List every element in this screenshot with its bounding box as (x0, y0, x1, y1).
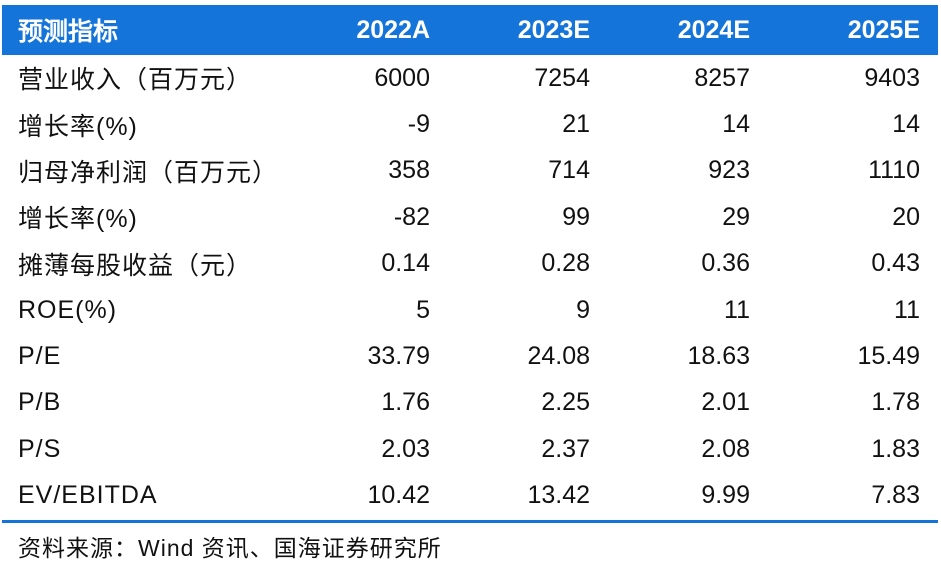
table-row: P/B 1.76 2.25 2.01 1.78 (2, 380, 938, 426)
cell-value: 358 (388, 156, 430, 185)
cell-value: 2.08 (701, 434, 750, 463)
cell-value: 9 (576, 295, 590, 324)
cell-value: 21 (562, 110, 590, 139)
cell-value: -82 (393, 202, 430, 231)
cell-value: 99 (562, 202, 590, 231)
source-note: 资料来源：Wind 资讯、国海证券研究所 (18, 535, 442, 561)
cell-value: 7254 (534, 63, 590, 92)
cell-value: 29 (722, 202, 750, 231)
forecast-table: 预测指标 2022A 2023E 2024E 2025E 营业收入（百万元） 6… (2, 5, 938, 519)
row-label: 摊薄每股收益（元） (18, 251, 253, 280)
cell-value: 923 (708, 156, 750, 185)
row-label: P/B (18, 388, 62, 417)
cell-value: 714 (548, 156, 590, 185)
cell-value: 20 (892, 202, 920, 231)
cell-value: 0.14 (381, 249, 430, 278)
cell-value: 1.83 (871, 434, 920, 463)
cell-value: 9403 (864, 63, 920, 92)
table-header-row: 预测指标 2022A 2023E 2024E 2025E (2, 5, 938, 55)
header-year-2023e: 2023E (517, 15, 590, 44)
row-label: 增长率(%) (18, 112, 138, 141)
table-bottom-rule (2, 520, 938, 523)
cell-value: 9.99 (701, 481, 750, 510)
cell-value: 2.37 (541, 434, 590, 463)
cell-value: 14 (892, 110, 920, 139)
row-label: 增长率(%) (18, 205, 138, 234)
header-year-2025e: 2025E (847, 15, 920, 44)
cell-value: 0.36 (701, 249, 750, 278)
table-row: 增长率(%) -9 21 14 14 (2, 101, 938, 147)
cell-value: 18.63 (687, 342, 750, 371)
table-row: 营业收入（百万元） 6000 7254 8257 9403 (2, 55, 938, 101)
cell-value: 1.76 (381, 388, 430, 417)
cell-value: 0.43 (871, 249, 920, 278)
row-label: P/S (18, 434, 62, 463)
cell-value: 2.25 (541, 388, 590, 417)
cell-value: 7.83 (871, 481, 920, 510)
table-row: 增长率(%) -82 99 29 20 (2, 194, 938, 240)
table-row: P/E 33.79 24.08 18.63 15.49 (2, 333, 938, 379)
cell-value: 2.03 (381, 434, 430, 463)
header-year-2024e: 2024E (677, 15, 750, 44)
row-label: 归母净利润（百万元） (18, 158, 279, 187)
table-row: P/S 2.03 2.37 2.08 1.83 (2, 426, 938, 472)
table-row: ROE(%) 5 9 11 11 (2, 287, 938, 333)
cell-value: 11 (724, 295, 750, 324)
header-metric-label: 预测指标 (18, 18, 119, 46)
table-row: 归母净利润（百万元） 358 714 923 1110 (2, 148, 938, 194)
cell-value: 10.42 (367, 481, 430, 510)
cell-value: 2.01 (701, 388, 750, 417)
cell-value: 14 (722, 110, 750, 139)
cell-value: 1110 (868, 156, 920, 185)
row-label: P/E (18, 342, 62, 371)
cell-value: 13.42 (527, 481, 590, 510)
cell-value: 8257 (694, 63, 750, 92)
cell-value: 5 (416, 295, 430, 324)
cell-value: 6000 (374, 63, 430, 92)
row-label: EV/EBITDA (18, 481, 158, 510)
cell-value: 15.49 (857, 342, 920, 371)
cell-value: 1.78 (871, 388, 920, 417)
row-label: 营业收入（百万元） (18, 66, 253, 95)
table-row: EV/EBITDA 10.42 13.42 9.99 7.83 (2, 473, 938, 519)
cell-value: 33.79 (367, 342, 430, 371)
table-row: 摊薄每股收益（元） 0.14 0.28 0.36 0.43 (2, 241, 938, 287)
header-year-2022a: 2022A (356, 15, 430, 44)
cell-value: 0.28 (541, 249, 590, 278)
row-label: ROE(%) (18, 295, 118, 324)
cell-value: 11 (894, 295, 920, 324)
cell-value: -9 (407, 110, 430, 139)
cell-value: 24.08 (527, 342, 590, 371)
